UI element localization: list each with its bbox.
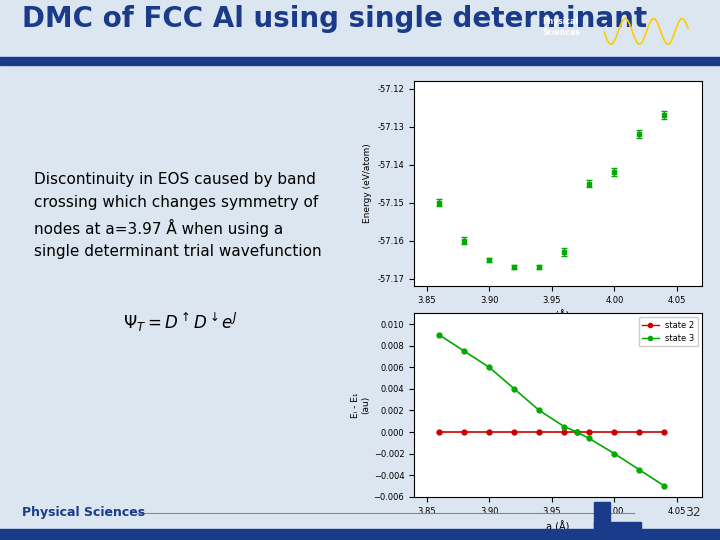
X-axis label: a (Å): a (Å) [546, 521, 570, 532]
Bar [0, 529, 720, 540]
Legend: state 2, state 3: state 2, state 3 [639, 318, 698, 346]
X-axis label: a (Å): a (Å) [546, 310, 570, 322]
Text: 32: 32 [685, 507, 701, 519]
Text: Physical Sciences: Physical Sciences [22, 507, 145, 519]
Y-axis label: Eᵢ - E₁
(au): Eᵢ - E₁ (au) [351, 392, 371, 418]
Text: DMC of FCC Al using single determinant: DMC of FCC Al using single determinant [22, 5, 647, 33]
Text: Physical
Sciences: Physical Sciences [542, 17, 580, 37]
Y-axis label: Energy (eV/atom): Energy (eV/atom) [363, 144, 372, 224]
Text: Discontinuity in EOS caused by band
crossing which changes symmetry of
nodes at : Discontinuity in EOS caused by band cros… [34, 172, 321, 259]
Bar [0, 57, 720, 65]
Bar [594, 522, 641, 531]
Bar [594, 502, 610, 531]
Text: $\Psi_T = D^\uparrow D^\downarrow e^J$: $\Psi_T = D^\uparrow D^\downarrow e^J$ [123, 310, 238, 334]
